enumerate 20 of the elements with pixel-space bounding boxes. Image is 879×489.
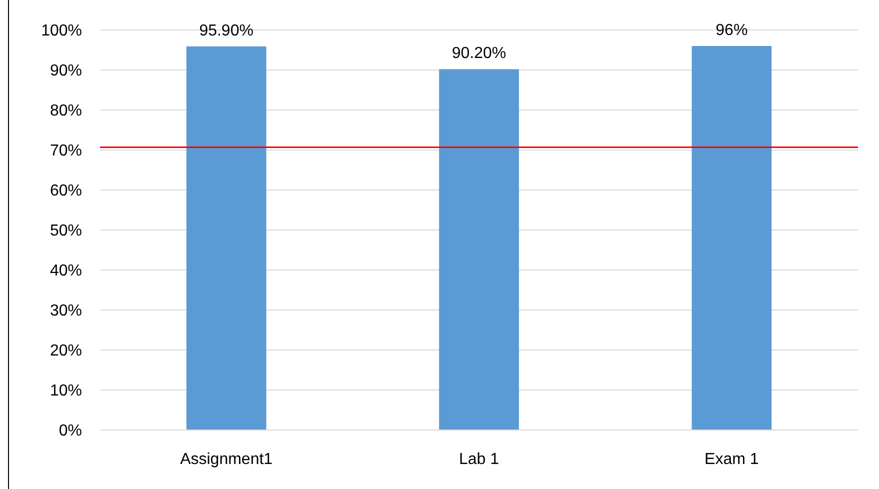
data-label: 96% bbox=[716, 22, 748, 39]
y-tick-label: 50% bbox=[50, 222, 82, 240]
y-tick-label: 40% bbox=[50, 262, 82, 280]
y-tick-label: 10% bbox=[50, 382, 82, 400]
y-tick-label: 20% bbox=[50, 342, 82, 360]
y-tick-label: 100% bbox=[41, 22, 82, 40]
x-tick-label: Assignment1 bbox=[180, 451, 273, 468]
y-tick-label: 30% bbox=[50, 302, 82, 320]
y-tick-label: 70% bbox=[50, 142, 82, 160]
data-label: 95.90% bbox=[199, 22, 254, 40]
bar bbox=[692, 46, 772, 430]
y-tick-label: 90% bbox=[50, 62, 82, 80]
x-tick-label: Lab 1 bbox=[458, 451, 500, 468]
data-label: 90.20% bbox=[452, 45, 506, 62]
bar bbox=[439, 69, 519, 430]
x-tick-label: Exam 1 bbox=[704, 451, 759, 468]
y-tick-label: 0% bbox=[58, 422, 82, 440]
y-tick-label: 60% bbox=[50, 182, 82, 200]
y-tick-label: 80% bbox=[50, 102, 82, 120]
bar bbox=[186, 46, 266, 430]
